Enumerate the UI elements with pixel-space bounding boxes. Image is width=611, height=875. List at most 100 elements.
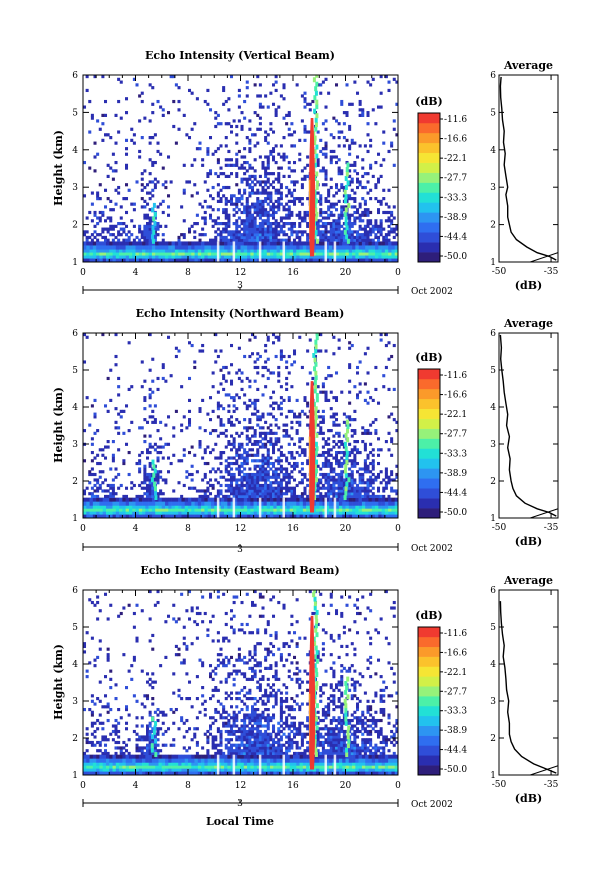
echo-cell bbox=[353, 445, 357, 449]
surface-cell bbox=[361, 771, 366, 775]
echo-cell bbox=[298, 420, 302, 424]
surface-cell bbox=[329, 245, 333, 250]
surface-cell bbox=[174, 249, 179, 253]
echo-cell bbox=[329, 486, 333, 490]
surface-cell bbox=[132, 245, 136, 250]
echo-cell bbox=[161, 445, 165, 449]
surface-cell bbox=[204, 508, 208, 512]
echo-cell bbox=[261, 492, 265, 496]
echo-cell bbox=[356, 172, 360, 176]
echo-cell bbox=[293, 224, 297, 228]
echo-cell bbox=[377, 208, 381, 212]
surface-cell bbox=[119, 249, 123, 253]
echo-cell bbox=[293, 199, 297, 203]
echo-cell bbox=[295, 431, 299, 435]
echo-cell bbox=[382, 188, 386, 192]
echo-cell bbox=[361, 158, 365, 162]
echo-cell bbox=[374, 235, 378, 240]
echo-cell bbox=[366, 492, 370, 496]
echo-cell bbox=[119, 216, 123, 220]
surface-cell bbox=[348, 255, 353, 259]
echo-cell bbox=[261, 221, 265, 226]
surface-cell bbox=[361, 249, 366, 253]
echo-cell bbox=[251, 459, 255, 463]
echo-cell bbox=[390, 453, 394, 457]
surface-cell bbox=[132, 768, 136, 772]
surface-cell bbox=[260, 249, 264, 253]
echo-cell bbox=[96, 478, 100, 482]
echo-cell bbox=[329, 213, 333, 217]
echo-cell bbox=[287, 461, 291, 466]
surface-cell bbox=[119, 258, 123, 262]
echo-cell bbox=[224, 393, 228, 397]
surface-cell bbox=[276, 241, 281, 246]
echo-cell bbox=[282, 238, 286, 242]
echo-cell bbox=[363, 429, 367, 433]
surface-cell bbox=[260, 241, 264, 246]
echo-cell bbox=[88, 472, 92, 477]
surface-cell bbox=[214, 758, 218, 763]
echo-cell bbox=[361, 185, 365, 190]
surface-cell bbox=[276, 258, 281, 262]
echo-cell bbox=[298, 213, 302, 217]
surface-cell bbox=[375, 252, 379, 256]
echo-cell bbox=[348, 152, 352, 156]
echo-cell bbox=[193, 158, 197, 162]
echo-cell bbox=[235, 418, 239, 422]
echo-cell bbox=[230, 158, 234, 162]
echo-cell bbox=[143, 434, 147, 438]
surface-cell bbox=[299, 768, 304, 772]
surface-cell bbox=[125, 765, 130, 769]
average-x-label: (dB) bbox=[515, 279, 542, 292]
surface-cell bbox=[329, 765, 333, 769]
surface-cell bbox=[371, 514, 376, 518]
echo-cell bbox=[214, 116, 218, 120]
echo-cell bbox=[211, 467, 215, 471]
surface-cell bbox=[83, 508, 87, 512]
surface-cell bbox=[148, 497, 153, 502]
echo-cell bbox=[306, 130, 310, 134]
echo-cell bbox=[235, 219, 239, 223]
echo-cell bbox=[146, 227, 150, 231]
surface-cell bbox=[276, 505, 281, 509]
surface-cell bbox=[174, 762, 179, 766]
data-gap bbox=[282, 497, 285, 518]
echo-cell bbox=[332, 155, 336, 159]
echo-cell bbox=[132, 133, 136, 137]
echo-cell bbox=[214, 230, 218, 234]
surface-cell bbox=[230, 765, 235, 769]
echo-cell bbox=[293, 202, 297, 206]
echo-cell bbox=[243, 224, 247, 228]
echo-cell bbox=[337, 423, 341, 427]
surface-cell bbox=[230, 241, 235, 246]
echo-cell bbox=[227, 216, 231, 220]
echo-cell bbox=[342, 235, 346, 240]
surface-cell bbox=[338, 501, 343, 506]
echo-cell bbox=[295, 429, 299, 433]
echo-cell bbox=[253, 335, 257, 339]
echo-cell bbox=[379, 202, 383, 206]
surface-cell bbox=[210, 511, 215, 515]
echo-cell bbox=[272, 130, 276, 134]
surface-cell bbox=[391, 505, 396, 509]
echo-cell bbox=[295, 398, 299, 402]
echo-cell bbox=[266, 133, 270, 137]
echo-cell bbox=[198, 202, 202, 206]
surface-cell bbox=[293, 765, 297, 769]
surface-cell bbox=[188, 771, 192, 775]
echo-cell bbox=[148, 136, 152, 140]
surface-cell bbox=[207, 258, 212, 262]
echo-cell bbox=[161, 376, 165, 381]
echo-cell bbox=[198, 426, 202, 430]
surface-cell bbox=[329, 768, 333, 772]
echo-cell bbox=[114, 426, 118, 430]
echo-cell bbox=[216, 467, 220, 471]
echo-cell bbox=[251, 205, 255, 209]
echo-cell bbox=[237, 94, 241, 98]
surface-cell bbox=[142, 758, 146, 763]
echo-cell bbox=[285, 213, 289, 217]
echo-cell bbox=[332, 456, 336, 460]
echo-cell bbox=[93, 210, 97, 215]
echo-cell bbox=[377, 486, 381, 490]
echo-cell bbox=[232, 472, 236, 477]
